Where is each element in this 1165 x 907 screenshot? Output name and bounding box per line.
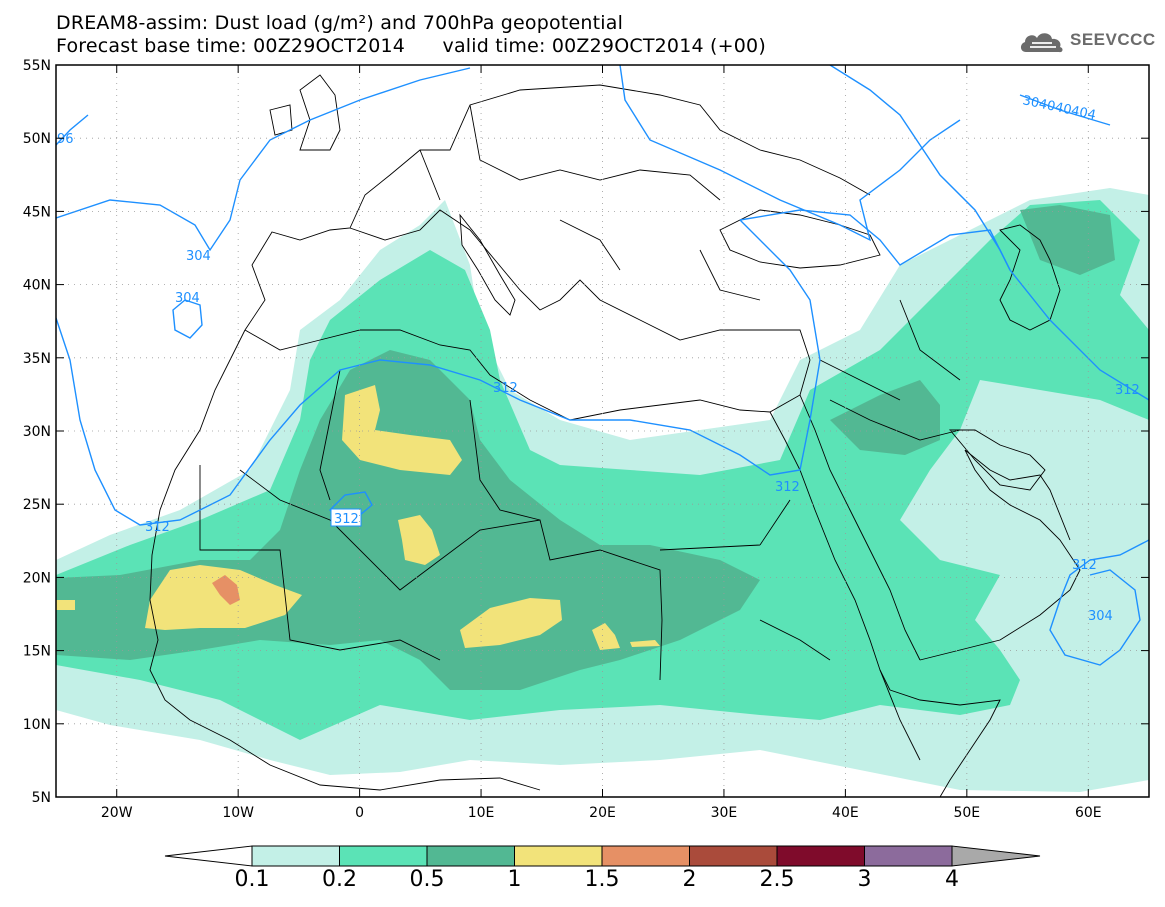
lat-tick-label: 10N [23, 717, 51, 733]
colorbar-segment [689, 845, 778, 867]
lon-tick-label: 20W [101, 805, 133, 821]
dust-layer-1-sahara-mid [398, 515, 440, 565]
coastline-black-sea [719, 209, 881, 269]
coastline-europe [244, 84, 871, 331]
lon-tick-label: 60E [1075, 805, 1102, 821]
lat-tick-label: 30N [23, 424, 51, 440]
colorbar-level-label: 0.2 [322, 867, 357, 892]
contour-label: 304 [1088, 609, 1113, 624]
colorbar-level-label: 2.5 [759, 867, 795, 892]
lat-tick-label: 40N [23, 278, 51, 294]
colorbar-level-label: 0.1 [234, 867, 270, 892]
lat-tick-label: 5N [32, 790, 51, 806]
contour-label: 304040404 [1021, 93, 1097, 123]
coastline-med-north [349, 209, 811, 361]
lon-tick-label: 40E [832, 805, 859, 821]
colorbar-level-label: 4 [945, 867, 959, 892]
contour-label: 312 [145, 520, 170, 535]
dust-layer-1-sahara-north [342, 385, 462, 475]
graticule [56, 64, 1149, 798]
contour-label: 312 [1115, 383, 1140, 398]
coastline-red-sea [769, 394, 921, 691]
dust-layer-0-5-caspian [1020, 205, 1115, 275]
coastline-italy [459, 213, 516, 316]
colorbar-level-label: 2 [682, 867, 697, 892]
contour-label: 304 [175, 291, 200, 306]
dust-layer-0-5-arabia [830, 380, 940, 455]
colorbar-segment [776, 845, 865, 867]
colorbar-level-label: 3 [857, 867, 872, 892]
dust-layer-1-west-edge [56, 600, 75, 610]
geopotential-contours [56, 65, 1149, 666]
contour-312-east [739, 209, 1149, 401]
coastline-north-africa [244, 329, 811, 421]
contour-304-west [56, 67, 471, 252]
contour-312-arabia-sea [1059, 539, 1149, 601]
contour-label: 96 [57, 132, 74, 147]
contour-304-north [829, 65, 1111, 271]
border-europe [419, 104, 761, 301]
border-sahara-2 [319, 369, 541, 521]
colorbar-over-arrow [951, 845, 1041, 867]
border-sahel [199, 465, 441, 661]
title-line-1: DREAM8-assim: Dust load (g/m²) and 700hP… [56, 12, 624, 34]
coastline-gulf [949, 429, 1046, 491]
colorbar-level-label: 0.5 [409, 867, 445, 892]
coastline-caspian [999, 224, 1061, 331]
colorbar-segment [339, 845, 428, 867]
contour-label: 312 [493, 381, 518, 396]
contour-312-north [619, 65, 961, 242]
contour-304-arabia-sea [1049, 569, 1141, 666]
coastline-uk [269, 74, 341, 151]
colorbar-segment [251, 845, 340, 867]
colorbar-segment [601, 845, 690, 867]
dust-layer-1-chad [460, 598, 562, 648]
colorbar-level-label: 1 [507, 867, 522, 892]
contour-label: 304 [186, 249, 211, 264]
contour-label: 312 [775, 480, 800, 495]
dust-fill-layers [56, 188, 1149, 792]
border-mideast [819, 299, 961, 441]
contour-296 [56, 114, 89, 146]
contour-label: 312 [334, 512, 359, 527]
lon-tick-label: 10E [468, 805, 495, 821]
contour-312-main [56, 219, 821, 526]
colorbar-under-arrow [164, 845, 253, 867]
cloud-icon [1020, 33, 1063, 53]
coastlines-borders [149, 74, 1081, 797]
coastline-west-africa [149, 329, 541, 791]
coastline-horn [889, 689, 1001, 797]
axis-ticks: 20W 10W 0 10E 20E 30E 40E 50E 60E 55N 50N 45N 40N 35N… [23, 58, 1149, 821]
lon-tick-label: 50E [953, 805, 980, 821]
border-east-africa [659, 499, 921, 761]
lon-tick-label: 10W [222, 805, 254, 821]
contour-label: 312 [1072, 558, 1097, 573]
lat-tick-label: 50N [23, 131, 51, 147]
colorbar-segment [514, 845, 603, 867]
lat-tick-label: 55N [23, 58, 51, 74]
lon-tick-label: 30E [711, 805, 738, 821]
lat-tick-label: 35N [23, 351, 51, 367]
logo-text: SEEVCCC [1070, 30, 1156, 49]
contour-304-loop [172, 299, 203, 339]
lat-tick-label: 45N [23, 204, 51, 220]
lat-tick-label: 15N [23, 644, 51, 660]
lat-tick-label: 25N [23, 497, 51, 513]
colorbar-level-label: 1.5 [584, 867, 620, 892]
lon-tick-label: 20E [589, 805, 616, 821]
lat-tick-label: 20N [23, 570, 51, 586]
dust-layer-1-5-mauritania [212, 575, 240, 605]
lon-tick-label: 0 [355, 805, 364, 821]
colorbar-segment [426, 845, 515, 867]
coastline-arabia [919, 449, 1081, 661]
colorbar-segment [864, 845, 953, 867]
colorbar [164, 845, 1041, 867]
seevccc-logo: SEEVCCC [1018, 28, 1158, 56]
dust-layer-1-sudan [592, 623, 660, 650]
title-line-2: Forecast base time: 00Z29OCT2014 valid t… [56, 35, 766, 57]
